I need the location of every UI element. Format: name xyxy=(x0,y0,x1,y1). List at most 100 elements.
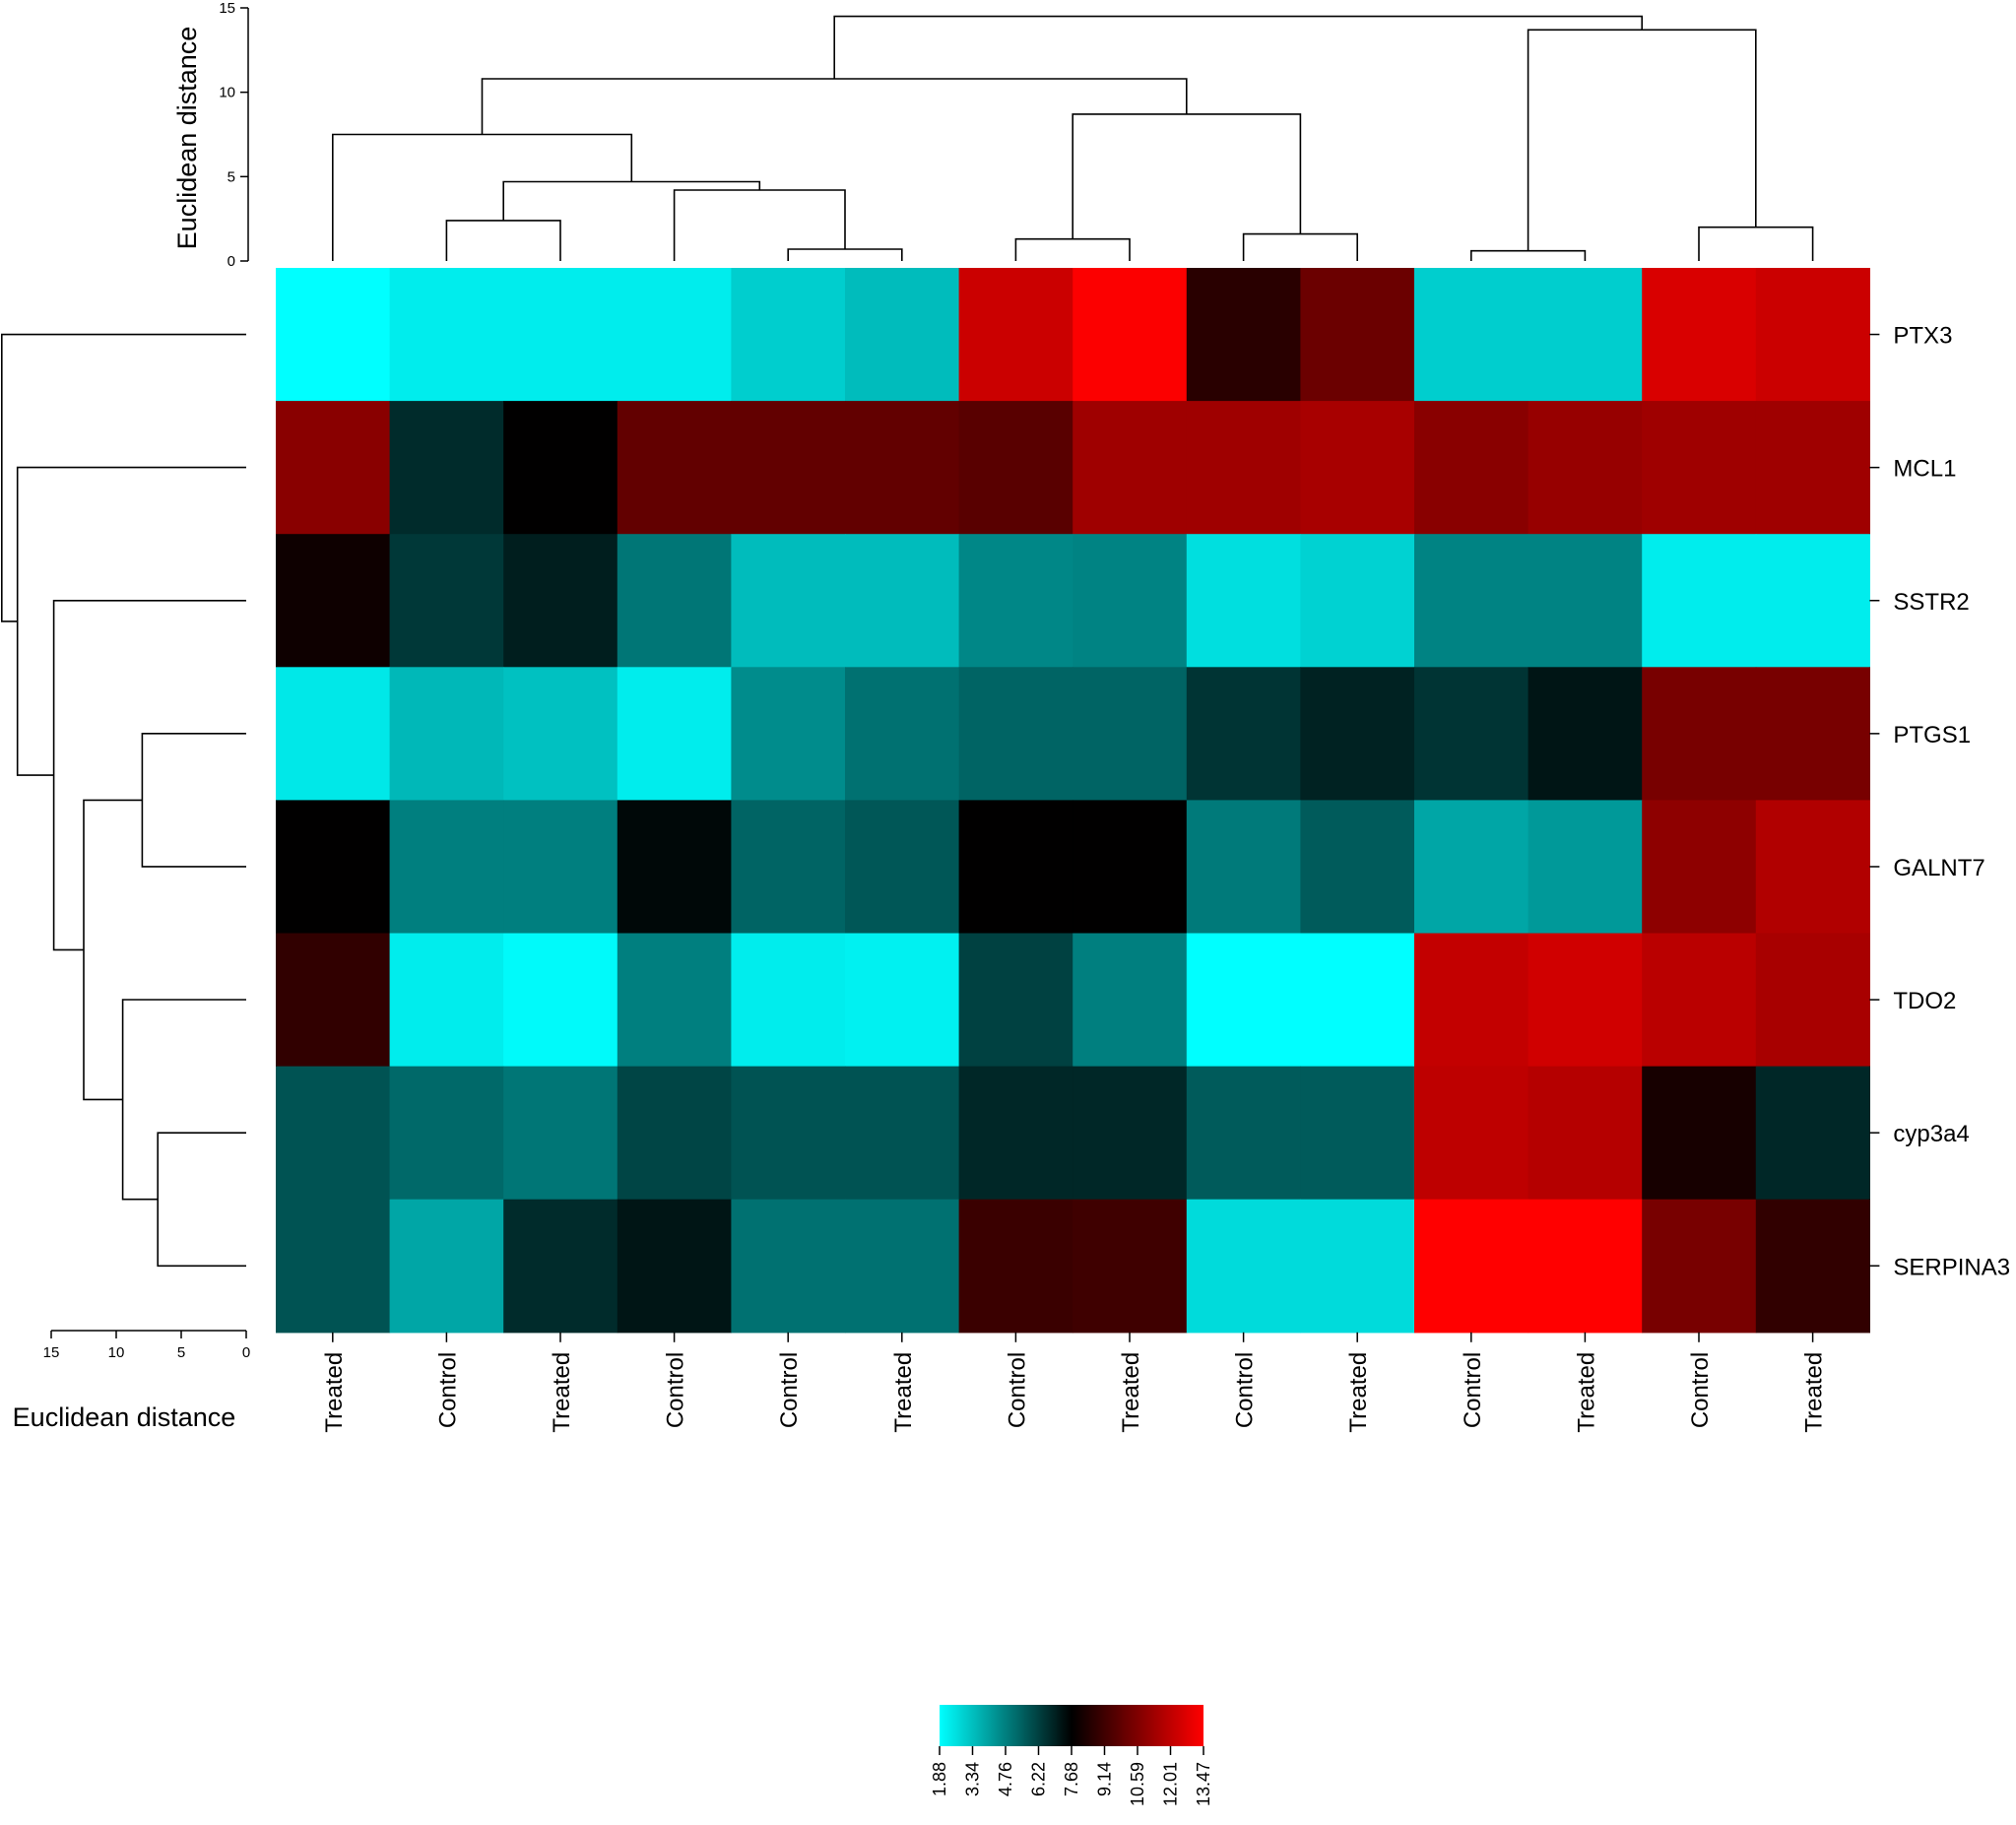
color-key: 1.88 3.34 4.76 6.22 7.68 9.14 10.59 12.01 13.47 xyxy=(930,1705,1213,1806)
column-dendrogram-branch xyxy=(1014,237,1131,261)
heatmap-cell xyxy=(503,1199,618,1334)
heatmap-cell xyxy=(1528,534,1643,668)
column-dendrogram-branch xyxy=(1698,226,1814,261)
heatmap-cell xyxy=(1642,1066,1757,1201)
color-key-tick-label: 7.68 xyxy=(1062,1762,1081,1796)
color-key-tick-label: 1.88 xyxy=(930,1762,949,1796)
row-label: SERPINA3 xyxy=(1893,1254,2010,1280)
row-dendrogram-tick-label: 10 xyxy=(108,1344,125,1361)
heatmap-cell xyxy=(389,933,504,1068)
heatmap-cell xyxy=(1186,268,1301,402)
column-dendrogram-branch xyxy=(673,189,846,261)
heatmap-cell xyxy=(1073,534,1188,668)
heatmap-cell xyxy=(1414,933,1529,1068)
heatmap-cell xyxy=(276,667,391,801)
heatmap-cell xyxy=(1528,800,1643,935)
heatmap-cells xyxy=(276,268,1870,1334)
heatmap-cell xyxy=(958,1199,1073,1334)
column-label: Control xyxy=(776,1352,803,1428)
heatmap-cell xyxy=(1642,401,1757,535)
heatmap-cell xyxy=(389,800,504,935)
heatmap-cell xyxy=(958,1066,1073,1201)
heatmap-cell xyxy=(1186,1066,1301,1201)
heatmap-cell xyxy=(958,401,1073,535)
row-dendrogram-branch xyxy=(141,733,246,868)
heatmap-cell xyxy=(1186,401,1301,535)
heatmap-cell xyxy=(731,667,846,801)
column-dendrogram-axis-label: Euclidean distance xyxy=(172,27,202,250)
column-dendrogram-branch xyxy=(502,180,761,221)
heatmap-cell xyxy=(1755,401,1870,535)
heatmap-cell xyxy=(276,800,391,935)
heatmap-cell xyxy=(617,933,732,1068)
heatmap-cell xyxy=(503,268,618,402)
heatmap-cell xyxy=(1300,933,1415,1068)
heatmap-cell xyxy=(1528,933,1643,1068)
heatmap-cell xyxy=(276,401,391,535)
heatmap-cell xyxy=(1073,401,1188,535)
heatmap-cell xyxy=(389,667,504,801)
heatmap-cell xyxy=(1414,1066,1529,1201)
heatmap-cell xyxy=(503,1066,618,1201)
heatmap-cell xyxy=(1300,401,1415,535)
row-dendrogram-branch xyxy=(157,1132,246,1268)
color-key-tick-label: 10.59 xyxy=(1128,1762,1147,1806)
column-dendrogram-branch xyxy=(332,133,633,261)
heatmap-cell xyxy=(617,800,732,935)
row-dendrogram-branch xyxy=(83,799,143,1101)
heatmap-cell xyxy=(731,534,846,668)
heatmap-cell xyxy=(1528,1199,1643,1334)
heatmap-cell xyxy=(845,667,960,801)
heatmap-cell xyxy=(1186,800,1301,935)
column-label: Treated xyxy=(321,1352,348,1433)
heatmap-cell xyxy=(617,534,732,668)
heatmap-cell xyxy=(731,268,846,402)
column-label: Control xyxy=(1004,1352,1030,1428)
heatmap-cell xyxy=(617,1199,732,1334)
column-labels: Treated Control Treated Control Control Treat… xyxy=(321,1332,1828,1433)
row-dendrogram-tick-label: 5 xyxy=(177,1344,185,1361)
heatmap-cell xyxy=(1073,933,1188,1068)
heatmap-cell xyxy=(1755,534,1870,668)
heatmap-cell xyxy=(389,268,504,402)
heatmap-cell xyxy=(276,534,391,668)
row-dendrogram-branch xyxy=(1,333,246,622)
heatmap-cell xyxy=(1073,800,1188,935)
column-label: Treated xyxy=(549,1352,575,1433)
column-label: Control xyxy=(1232,1352,1259,1428)
heatmap-cell xyxy=(845,401,960,535)
column-label: Treated xyxy=(1118,1352,1144,1433)
heatmap-cell xyxy=(958,534,1073,668)
heatmap-cell xyxy=(1414,667,1529,801)
row-label: PTGS1 xyxy=(1893,722,1971,749)
column-dendrogram-branch xyxy=(1527,29,1757,251)
heatmap-cell xyxy=(1528,401,1643,535)
heatmap-cell xyxy=(1186,667,1301,801)
heatmap-cell xyxy=(1414,800,1529,935)
heatmap-cell xyxy=(845,268,960,402)
column-label: Treated xyxy=(890,1352,917,1433)
heatmap-cell xyxy=(389,1199,504,1334)
heatmap-cell xyxy=(1300,800,1415,935)
column-dendrogram xyxy=(332,15,1814,261)
heatmap-cell xyxy=(958,667,1073,801)
heatmap-cell xyxy=(958,933,1073,1068)
heatmap-cell xyxy=(389,1066,504,1201)
column-dendrogram-branch xyxy=(833,15,1643,79)
row-label: SSTR2 xyxy=(1893,589,1969,616)
row-dendrogram-branch xyxy=(52,600,246,951)
heatmap-cell xyxy=(1642,1199,1757,1334)
heatmap-cell xyxy=(731,401,846,535)
column-dendrogram-branch xyxy=(787,248,903,261)
row-label: GALNT7 xyxy=(1893,855,1984,881)
row-dendrogram-axis-label: Euclidean distance xyxy=(13,1402,236,1432)
heatmap-cell xyxy=(276,1199,391,1334)
row-label: TDO2 xyxy=(1893,988,1956,1014)
column-label: Control xyxy=(1687,1352,1714,1428)
heatmap-cell xyxy=(1300,1199,1415,1334)
heatmap-cell xyxy=(845,1066,960,1201)
color-key-tick-label: 3.34 xyxy=(963,1762,983,1796)
row-label: MCL1 xyxy=(1893,456,1956,483)
row-dendrogram-axis: 15 10 5 0 xyxy=(43,1330,250,1361)
column-dendrogram-branch xyxy=(1470,249,1587,261)
